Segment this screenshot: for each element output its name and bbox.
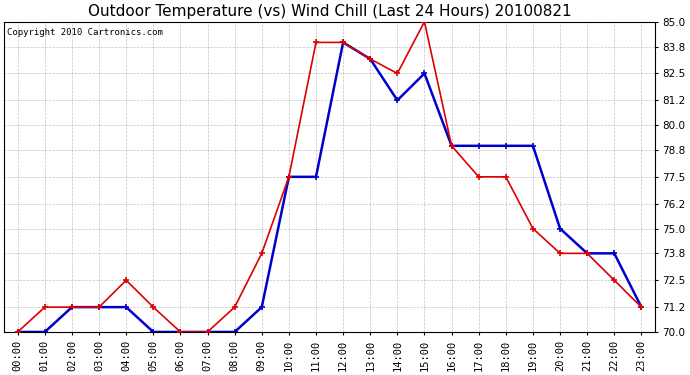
- Text: Copyright 2010 Cartronics.com: Copyright 2010 Cartronics.com: [8, 28, 164, 37]
- Title: Outdoor Temperature (vs) Wind Chill (Last 24 Hours) 20100821: Outdoor Temperature (vs) Wind Chill (Las…: [88, 4, 571, 19]
